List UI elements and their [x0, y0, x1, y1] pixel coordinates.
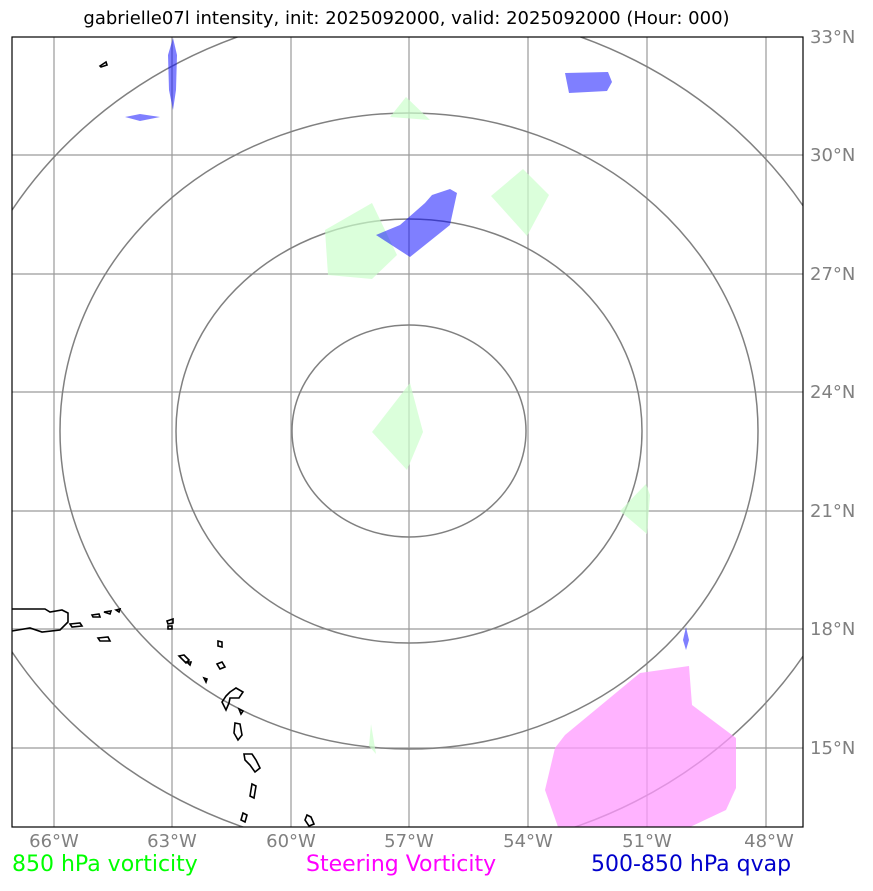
lon-label-51w: 51°W: [622, 831, 672, 852]
coastline-islet-d: [114, 607, 122, 614]
steering-vorticity-patch: [545, 666, 736, 827]
map-title: gabrielle07l intensity, init: 2025092000…: [83, 8, 730, 29]
coastline-islet-n: [237, 707, 245, 716]
coastline-barbados: [304, 813, 316, 827]
legend-850-vorticity: 850 hPa vorticity: [12, 852, 198, 877]
qvap-patch-east-small: [683, 627, 689, 650]
lon-label-54w: 54°W: [503, 831, 553, 852]
coastline-islet-h: [167, 625, 173, 630]
vorticity-patch-north: [325, 203, 397, 279]
coastline-islet-g: [165, 617, 174, 625]
qvap-patch-north-strip: [168, 38, 177, 110]
lon-label-48w: 48°W: [744, 831, 794, 852]
coastline-islet-e: [96, 636, 112, 642]
qvap-patch-main: [376, 189, 457, 257]
lon-label-60w: 60°W: [266, 831, 316, 852]
lon-label-57w: 57°W: [384, 831, 434, 852]
coastline-st-lucia: [249, 782, 257, 800]
coastline-islet-c: [103, 610, 113, 616]
coastline-guadeloupe: [221, 687, 245, 712]
range-ring-4: [12, 37, 803, 827]
legend-qvap: 500-850 hPa qvap: [591, 852, 792, 877]
map-frame: [11, 36, 804, 828]
coastline-islet-f: [98, 60, 109, 68]
lon-label-63w: 63°W: [147, 831, 197, 852]
lat-label-30n: 30°N: [810, 145, 856, 166]
qvap-patch-west-small: [125, 114, 160, 121]
coastlines: [12, 60, 316, 827]
qvap-areas: [125, 38, 689, 650]
steering-vorticity-areas: [545, 666, 736, 827]
coastline-islet-a: [68, 622, 84, 628]
vorticity-850-areas: [325, 97, 650, 754]
vorticity-patch-northeast: [491, 169, 549, 236]
lat-label-27n: 27°N: [810, 264, 856, 285]
coastline-dominica: [233, 722, 243, 742]
coastline-islet-i: [177, 654, 191, 665]
coastline-islet-k: [217, 639, 223, 649]
coastline-islet-l: [215, 661, 227, 670]
coastline-islet-m: [202, 676, 209, 685]
vorticity-patch-center: [372, 383, 423, 470]
range-ring-1: [291, 324, 527, 538]
lon-label-66w: 66°W: [29, 831, 79, 852]
coastline-islet-b: [90, 613, 102, 618]
coastline-martinique: [243, 753, 262, 774]
qvap-patch-northeast: [565, 72, 612, 93]
vorticity-patch-south: [369, 724, 376, 754]
range-rings: [12, 37, 803, 827]
lat-label-21n: 21°N: [810, 501, 856, 522]
legend-steering-vorticity: Steering Vorticity: [306, 852, 497, 877]
vorticity-patch-east: [620, 484, 650, 534]
vorticity-patch-top: [390, 97, 430, 120]
lat-label-15n: 15°N: [810, 738, 856, 759]
lat-label-18n: 18°N: [810, 619, 856, 640]
coastline-puerto-rico: [12, 608, 69, 633]
lat-label-33n: 33°N: [810, 27, 856, 48]
coastline-islet-j: [185, 661, 193, 667]
coastline-st-vincent: [240, 811, 248, 824]
lat-label-24n: 24°N: [810, 382, 856, 403]
